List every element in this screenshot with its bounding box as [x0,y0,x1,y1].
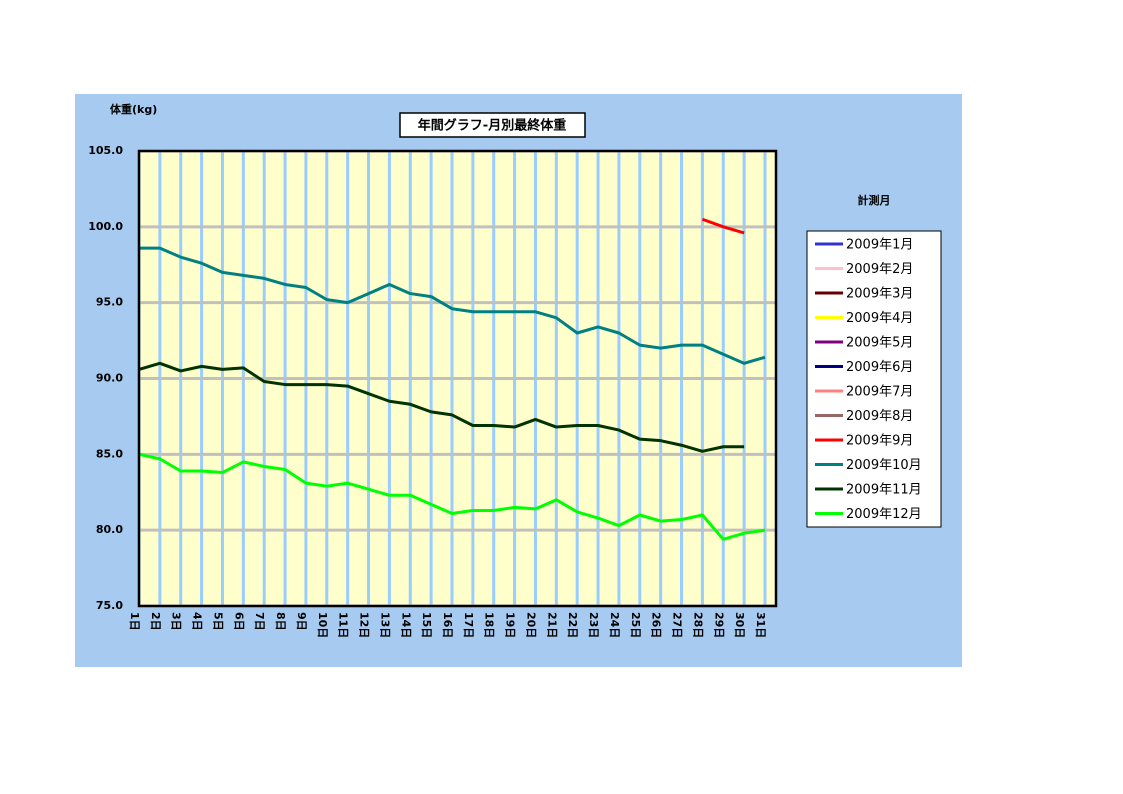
legend-label: 2009年11月 [846,483,922,498]
x-tick-label: 24日 [608,612,621,638]
x-tick-label: 4日 [191,612,204,631]
x-tick-label: 25日 [629,612,642,638]
y-axis-label: 体重(kg) [110,102,157,116]
x-tick-label: 10日 [316,612,329,638]
x-tick-label: 22日 [566,612,579,638]
x-tick-label: 13日 [378,612,391,638]
x-tick-label: 30日 [733,612,746,638]
y-tick-label: 85.0 [96,447,123,460]
legend-label: 2009年5月 [846,336,913,351]
x-tick-label: 20日 [524,612,537,638]
x-tick-label: 6日 [232,612,245,631]
legend-box [806,230,942,528]
legend-label: 2009年1月 [846,238,913,253]
x-tick-label: 1日 [128,612,141,631]
legend-label: 2009年3月 [846,287,913,302]
x-tick-label: 21日 [545,612,558,638]
y-tick-label: 75.0 [96,599,123,612]
legend-label: 2009年6月 [846,360,913,375]
x-tick-label: 29日 [712,612,725,638]
x-tick-label: 8日 [274,612,287,631]
series-line [139,246,766,365]
x-tick-label: 23日 [587,612,600,638]
x-tick-label: 15日 [420,612,433,638]
x-tick-label: 12日 [358,612,371,638]
x-tick-label: 3日 [170,612,183,631]
x-tick-label: 5日 [211,612,224,631]
legend-label: 2009年12月 [846,507,922,522]
legend-title: 計測月 [858,193,891,207]
x-tick-label: 14日 [399,612,412,638]
legend-label: 2009年10月 [846,458,922,473]
legend-label: 2009年8月 [846,409,913,424]
x-tick-label: 18日 [483,612,496,638]
y-tick-label: 90.0 [96,372,123,385]
x-tick-label: 26日 [650,612,663,638]
legend-label: 2009年7月 [846,385,913,400]
legend-label: 2009年9月 [846,434,913,449]
lines [138,217,766,541]
chart-title: 年間グラフ-月別最終体重 [418,118,566,134]
x-tick-label: 16日 [441,612,454,638]
x-tick-label: 2日 [149,612,162,631]
x-tick-label: 19日 [504,612,517,638]
plot-border [137,149,778,608]
series-line [701,217,745,235]
legend-label: 2009年2月 [846,262,913,277]
x-tick-label: 31日 [754,612,767,638]
series-line [138,452,766,541]
x-tick-label: 17日 [462,612,475,638]
legend-label: 2009年4月 [846,311,913,326]
x-tick-label: 28日 [691,612,704,638]
x-tick-label: 9日 [295,612,308,631]
title-box [399,112,586,138]
y-tick-label: 95.0 [96,296,123,309]
y-tick-label: 105.0 [88,144,123,157]
y-tick-label: 80.0 [96,523,123,536]
grid [137,149,776,608]
x-tick-label: 27日 [671,612,684,638]
x-tick-label: 7日 [253,612,266,631]
y-tick-label: 100.0 [88,220,123,233]
x-tick-label: 11日 [337,612,350,638]
series-line [138,361,745,453]
